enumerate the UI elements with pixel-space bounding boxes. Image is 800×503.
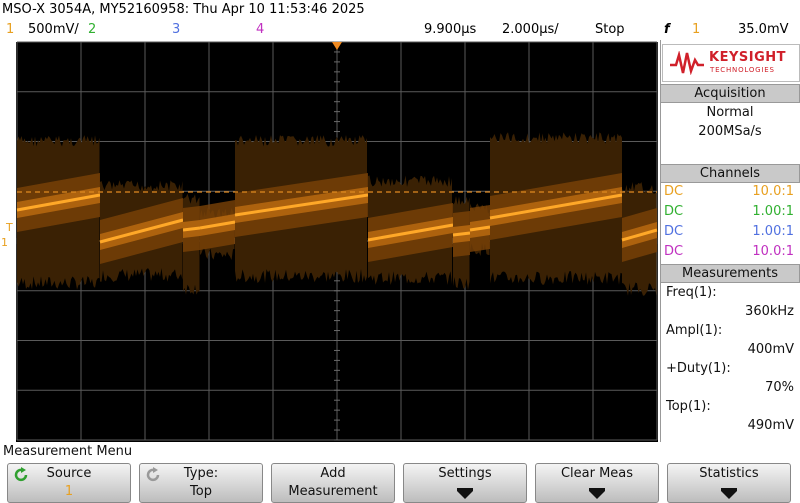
measurement-value: 70% [765, 380, 794, 395]
ch-label: 4 [256, 22, 265, 37]
softkey[interactable]: Source 1 [7, 463, 131, 503]
waveform-display: T 1 [0, 40, 660, 442]
menu-title: Measurement Menu [3, 444, 133, 459]
rotate-icon-head [153, 467, 158, 473]
measurement-value: 400mV [747, 342, 794, 357]
signal-trace [367, 223, 454, 242]
softkey[interactable]: Clear Meas [535, 463, 659, 503]
softkey-arrow [721, 488, 737, 499]
section-header: Acquisition [660, 84, 800, 103]
brand-box: KEYSIGHT TECHNOLOGIES [662, 44, 800, 82]
signal-trace [99, 218, 184, 244]
acq-rate: 200MSa/s [698, 124, 762, 139]
softkey[interactable]: Statistics [667, 463, 791, 503]
channel-probe: 1.00:1 [752, 204, 794, 219]
brand-logo [670, 51, 704, 75]
signal-trace [182, 226, 201, 232]
section-header: Channels [660, 164, 800, 183]
measurement-label: +Duty(1): [666, 361, 731, 376]
channel-probe: 10.0:1 [752, 244, 794, 259]
softkey-line1: Add [320, 466, 346, 481]
softkey-line2: Measurement [288, 484, 378, 499]
signal-trace [489, 193, 623, 220]
acq-mode: Normal [706, 105, 754, 120]
header-title: MSO-X 3054A, MY52160958: Thu Apr 10 11:5… [2, 2, 365, 17]
channel-probe: 10.0:1 [752, 184, 794, 199]
softkey-line1: Source [46, 466, 92, 481]
timebase: 2.000µs/ [502, 22, 559, 37]
softkey-line2: 1 [64, 484, 74, 499]
channel-coupling: DC [664, 204, 684, 219]
measurement-value: 490mV [747, 418, 794, 433]
delay: 9.900µs [424, 22, 477, 37]
softkey-icon [14, 467, 28, 482]
rotate-icon [14, 468, 28, 482]
softkey[interactable]: Settings [403, 463, 527, 503]
measurement-label: Ampl(1): [666, 323, 723, 338]
measurement-label: Top(1): [666, 399, 711, 414]
run-state: Stop [595, 22, 625, 37]
brand-subtitle: TECHNOLOGIES [710, 66, 775, 74]
softkey[interactable]: Add Measurement [271, 463, 395, 503]
softkey-arrow [457, 488, 473, 499]
softkey-line2: Top [190, 484, 212, 499]
arrow-shape [457, 488, 473, 499]
measurement-value: 360kHz [745, 304, 794, 319]
softkey-icon [146, 467, 160, 482]
ch-label: 3 [172, 22, 181, 37]
softkey-line1: Statistics [699, 466, 759, 481]
softkey-arrow [589, 488, 605, 499]
ch-scale: 500mV/ [28, 22, 79, 37]
trigger-position-marker [332, 42, 342, 50]
signal-trace [16, 193, 101, 212]
rotate-icon-head [21, 467, 26, 473]
brand-name: KEYSIGHT [709, 50, 786, 65]
channel-coupling: DC [664, 224, 684, 239]
side-panel [660, 40, 800, 442]
ch-label: 2 [88, 22, 97, 37]
softkey-line1: Clear Meas [560, 466, 634, 481]
section-header: Measurements [660, 264, 800, 283]
ch-label: 1 [6, 22, 15, 37]
trigger-level: 35.0mV [738, 22, 789, 37]
arrow-shape [589, 488, 605, 499]
signal-trace [469, 225, 491, 232]
signal-trace [199, 220, 236, 230]
trigger-marker: T [5, 221, 13, 234]
channel-coupling: DC [664, 244, 684, 259]
ground-marker: 1 [1, 236, 8, 249]
softkey-line1: Type: [183, 466, 219, 481]
softkey[interactable]: Type: Top [139, 463, 263, 503]
channel-probe: 1.00:1 [752, 224, 794, 239]
rotate-icon [146, 468, 160, 482]
signal-trace [452, 231, 471, 237]
channel-coupling: DC [664, 184, 684, 199]
measurement-label: Freq(1): [666, 285, 717, 300]
trigger-symbol: f [664, 22, 670, 37]
softkey-line1: Settings [438, 466, 492, 481]
arrow-shape [721, 488, 737, 499]
trigger-source: 1 [692, 22, 701, 37]
signal-trace [621, 228, 658, 242]
signal-trace [234, 193, 369, 217]
